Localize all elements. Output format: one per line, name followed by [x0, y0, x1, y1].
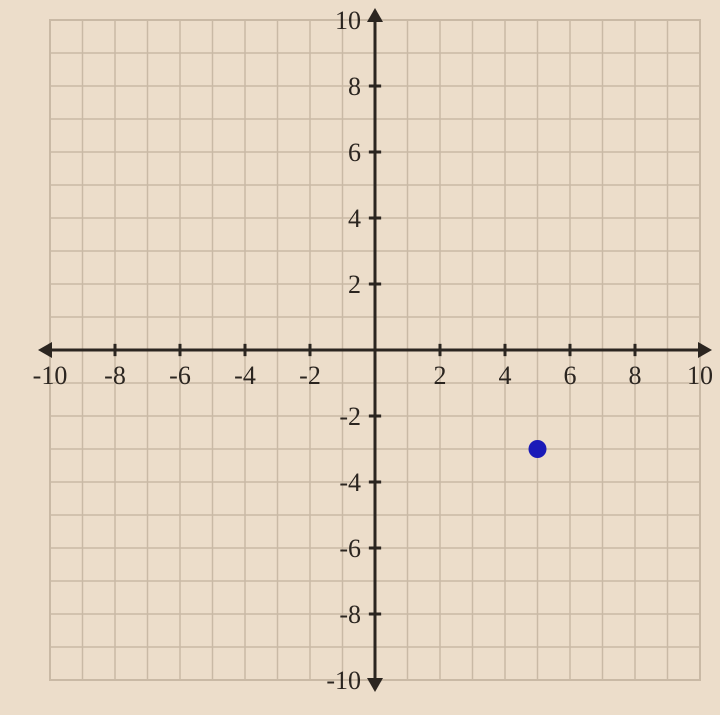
x-tick-label: -6 — [169, 361, 191, 390]
y-tick-label: 6 — [348, 138, 361, 167]
x-tick-label: -10 — [33, 361, 68, 390]
y-tick-label: 10 — [335, 6, 361, 35]
y-tick-label: -10 — [326, 666, 361, 695]
y-tick-label: 8 — [348, 72, 361, 101]
y-tick-label: -2 — [339, 402, 361, 431]
x-tick-label: -4 — [234, 361, 256, 390]
x-tick-label: 2 — [434, 361, 447, 390]
y-tick-label: -4 — [339, 468, 361, 497]
chart-svg: -10 -8 -6 -4 -2 2 4 6 8 10 -10 -8 -6 -4 -2 2 4 6 8 10 — [0, 0, 720, 715]
x-tick-label: -8 — [104, 361, 126, 390]
y-tick-label: 2 — [348, 270, 361, 299]
x-tick-label: -2 — [299, 361, 321, 390]
y-tick-label: -6 — [339, 534, 361, 563]
x-tick-label: 8 — [629, 361, 642, 390]
y-tick-label: 4 — [348, 204, 361, 233]
coordinate-plane-chart: -10 -8 -6 -4 -2 2 4 6 8 10 -10 -8 -6 -4 -2 2 4 6 8 10 — [0, 0, 720, 715]
data-point — [529, 440, 547, 458]
x-tick-label: 10 — [687, 361, 713, 390]
x-tick-label: 6 — [564, 361, 577, 390]
y-tick-label: -8 — [339, 600, 361, 629]
x-tick-label: 4 — [499, 361, 512, 390]
data-points — [529, 440, 547, 458]
